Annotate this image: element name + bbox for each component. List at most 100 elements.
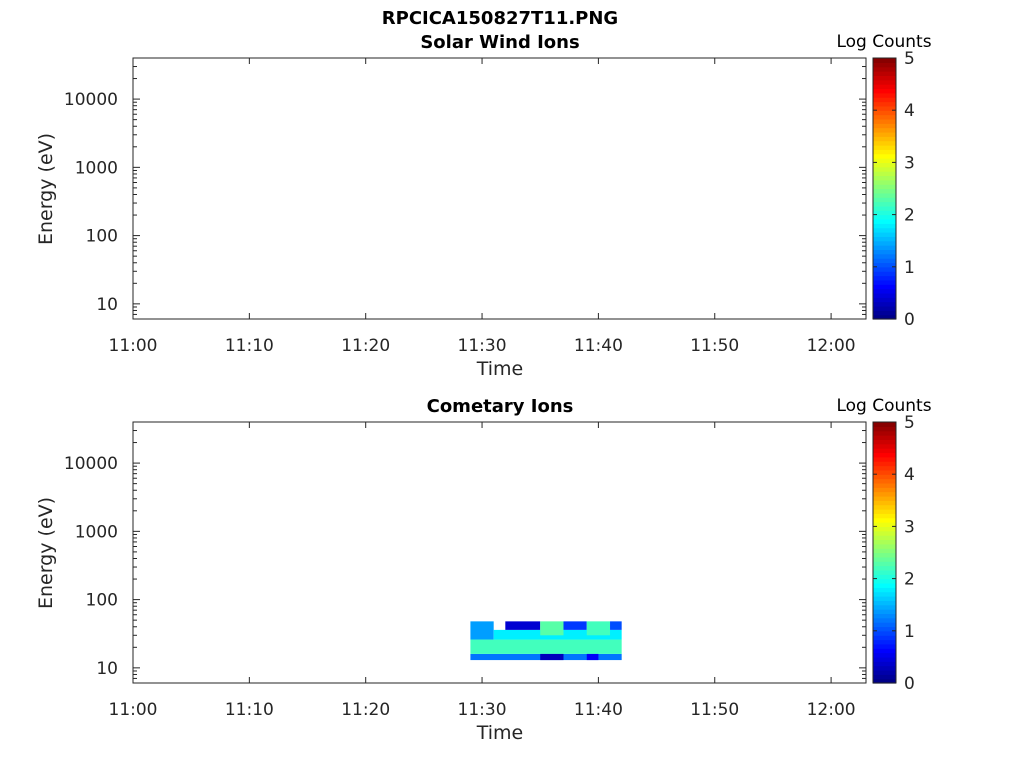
colorbar-segment [873,105,896,111]
colorbar-segment [873,145,896,150]
colorbar-tick-label: 1 [904,258,915,278]
colorbar-segment [873,140,896,146]
colorbar-tick-label: 0 [904,674,915,694]
colorbar-segment [873,227,896,233]
colorbar-segment [873,469,896,475]
colorbar-segment [873,622,896,628]
colorbar-segment [873,456,896,462]
colorbar-segment [873,92,896,98]
colorbar-segment [873,465,896,471]
colorbar-segment [873,487,896,493]
colorbar-segment [873,582,896,588]
colorbar-segment [873,626,896,632]
colorbar-segment [873,639,896,645]
colorbar-segment [873,284,896,290]
colorbar-segment [873,665,896,671]
x-tick-label: 11:40 [574,700,623,720]
colorbar-segment [873,223,896,229]
x-tick-label: 12:00 [807,336,856,356]
cometary-panel: Cometary Ions Log Counts Time Energy (eV… [35,396,932,744]
colorbar-label: Log Counts [836,396,931,416]
colorbar-segment [873,279,896,285]
colorbar-segment [873,240,896,246]
colorbar-segment [873,522,896,527]
colorbar-segment [873,548,896,554]
colorbar-segment [873,110,896,116]
x-tick-label: 11:00 [109,336,158,356]
x-tick-label: 11:10 [225,700,274,720]
colorbar-segment [873,504,896,510]
colorbar-segment [873,596,896,601]
colorbar-segment [873,609,896,614]
colorbar-segment [873,158,896,163]
colorbar-segment [873,526,896,532]
colorbar-segment [873,674,896,680]
colorbar-segment [873,162,896,168]
colorbar-segment [873,179,896,185]
colorbar-segment [873,184,896,190]
colorbar-segment [873,271,896,277]
x-tick-label: 12:00 [807,700,856,720]
y-tick-label: 10 [96,659,118,679]
colorbar-segment [873,648,896,654]
colorbar-tick-label: 4 [904,101,915,121]
colorbar-segment [873,258,896,264]
colorbar-segment [873,482,896,488]
colorbar-tick-label: 3 [904,153,915,173]
colorbar-segment [873,101,896,107]
colorbar-segment [873,535,896,541]
colorbar-segment [873,439,896,445]
colorbar-segment [873,305,896,311]
x-tick-label: 11:50 [690,700,739,720]
colorbar-frame [872,421,897,684]
colorbar-segment [873,448,896,454]
colorbar-segment [873,245,896,250]
colorbar-tick-label: 0 [904,310,915,330]
colorbar-segment [873,310,896,316]
data-cell [610,621,622,630]
colorbar-segment [873,643,896,649]
colorbar-segment [873,197,896,203]
data-cell [505,621,541,630]
colorbar-segment [873,630,896,636]
colorbar-segment [873,600,896,606]
colorbar-segment [873,500,896,506]
colorbar-segment [873,543,896,549]
y-tick-label: 10000 [64,454,118,474]
colorbar-segment [873,530,896,536]
y-tick-label: 1000 [75,522,118,542]
colorbar-segment [873,88,896,94]
colorbar-segment [873,297,896,303]
colorbar-tick-label: 1 [904,622,915,642]
colorbar-segment [873,79,896,85]
plot-frame [132,421,867,684]
colorbar-segment [873,266,896,272]
colorbar-segment [873,153,896,159]
panel-title: Cometary Ions [427,396,574,417]
colorbar-segment [873,114,896,120]
colorbar-tick-label: 5 [904,413,915,433]
colorbar-segment [873,656,896,662]
colorbar-segment [873,578,896,584]
data-cell [586,653,599,661]
colorbar-segment [873,591,896,597]
colorbar-segment [873,617,896,623]
y-tick-label: 100 [86,591,118,611]
colorbar-segment [873,574,896,580]
colorbar-tick-label: 2 [904,570,915,590]
data-cell [540,653,564,661]
colorbar-segment [873,491,896,497]
data-cell [563,621,587,630]
colorbar-segment [873,75,896,81]
colorbar-segment [873,495,896,501]
data-cell [540,621,564,636]
colorbar-segment [873,661,896,667]
colorbar-segment [873,118,896,124]
colorbar-segment [873,652,896,658]
data-cell [470,621,494,640]
colorbar-segment [873,635,896,641]
colorbar-segment [873,509,896,514]
colorbar-segment [873,292,896,298]
colorbar-segment [873,131,896,137]
colorbar-segment [873,513,896,519]
